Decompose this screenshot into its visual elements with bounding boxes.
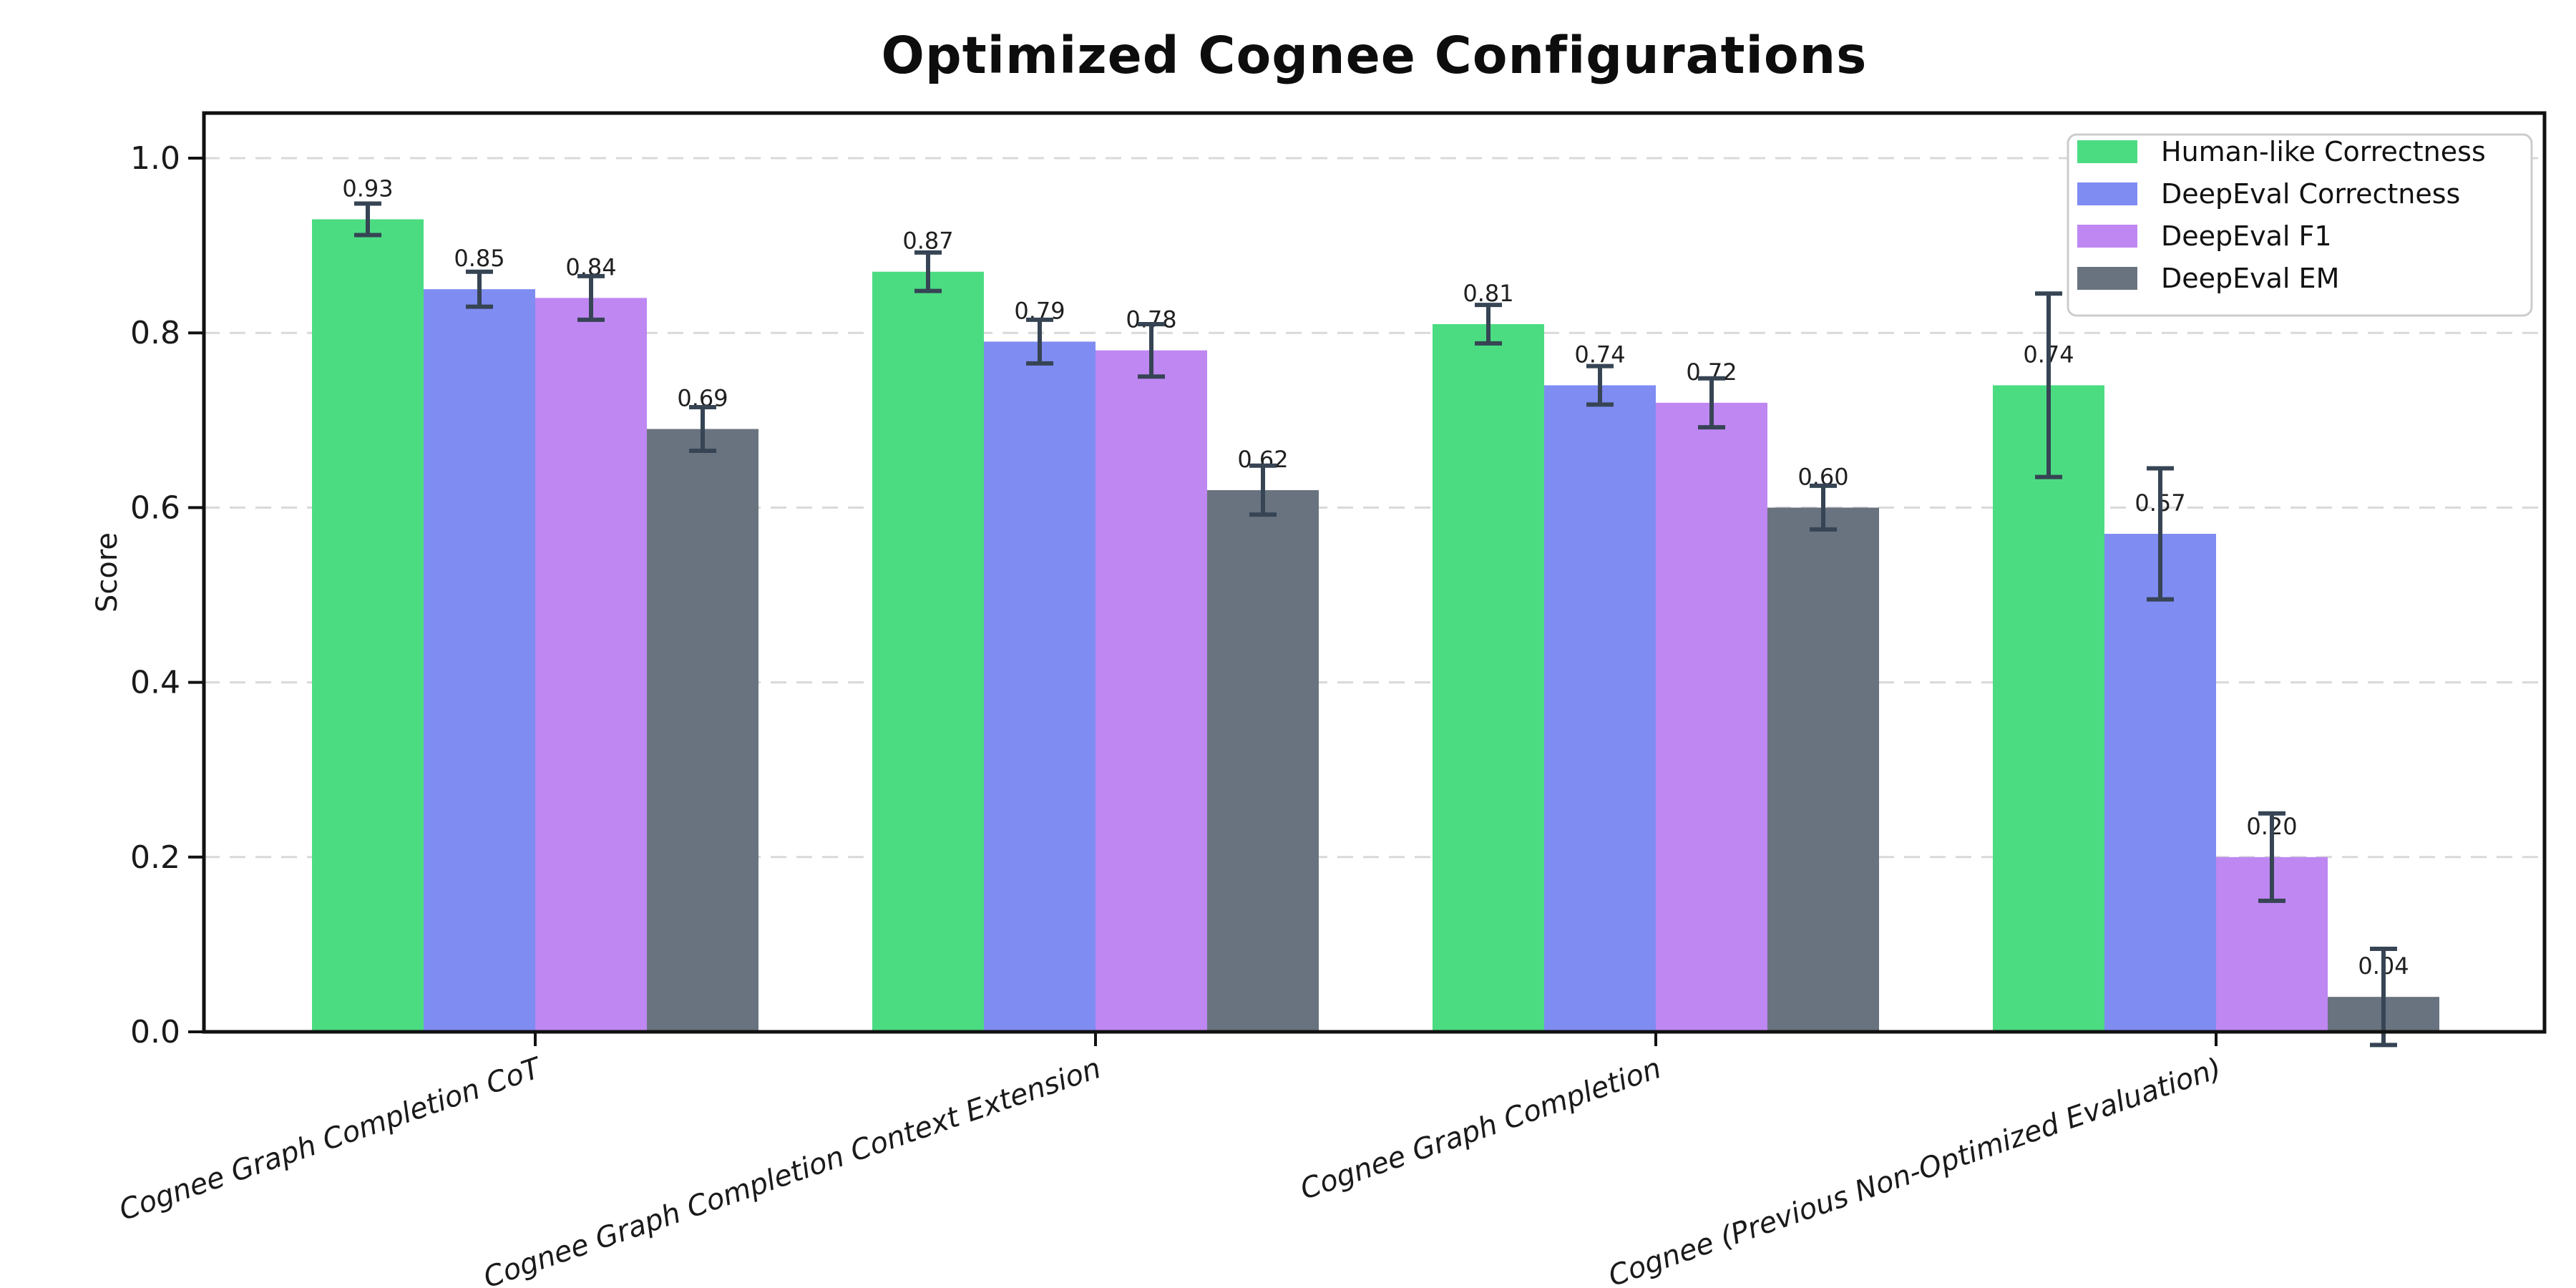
legend-swatch [2077, 267, 2137, 290]
bar [1433, 323, 1544, 1032]
legend-label: DeepEval Correctness [2161, 178, 2460, 210]
bar [872, 271, 984, 1033]
bar [1767, 507, 1879, 1032]
bar [312, 219, 424, 1033]
bar-value-label: 0.87 [902, 228, 953, 255]
bar-value-label: 0.74 [1574, 341, 1625, 368]
legend-label: DeepEval EM [2161, 263, 2339, 294]
x-tick-label: Cognee Graph Completion CoT [115, 1051, 547, 1227]
y-tick-label: 0.6 [130, 489, 180, 526]
y-tick-label: 1.0 [130, 140, 180, 177]
legend-swatch [2077, 182, 2137, 205]
x-tick-label: Cognee Graph Completion [1297, 1052, 1666, 1206]
bar-value-label: 0.85 [454, 245, 504, 272]
bar [984, 341, 1096, 1032]
bar [2104, 534, 2216, 1032]
y-tick-label: 0.8 [130, 315, 180, 351]
bar-value-label: 0.81 [1463, 280, 1513, 307]
legend-swatch [2077, 225, 2137, 248]
plot-frame [202, 111, 2547, 1034]
legend-box [2067, 133, 2533, 317]
x-tick-label: Cognee (Previous Non-Optimized Evaluatio… [1604, 1052, 2225, 1288]
bar [1207, 489, 1319, 1032]
y-tick-label: 0.0 [130, 1014, 180, 1050]
chart-title: Optimized Cognee Configurations [881, 26, 1868, 85]
bar-value-label: 0.93 [342, 175, 393, 202]
bar [1993, 385, 2104, 1032]
legend-label: DeepEval F1 [2161, 220, 2332, 252]
y-tick-label: 0.2 [130, 839, 180, 876]
legend-swatch [2077, 140, 2137, 163]
bar [647, 429, 758, 1032]
bar [1656, 402, 1767, 1032]
legend-label: Human-like Correctness [2161, 136, 2486, 167]
bar [1096, 350, 1207, 1032]
y-tick-label: 0.4 [130, 665, 180, 701]
bar [1544, 385, 1656, 1032]
bar [424, 289, 535, 1032]
x-tick-label: Cognee Graph Completion Context Extensio… [479, 1052, 1105, 1288]
bar [535, 298, 647, 1032]
